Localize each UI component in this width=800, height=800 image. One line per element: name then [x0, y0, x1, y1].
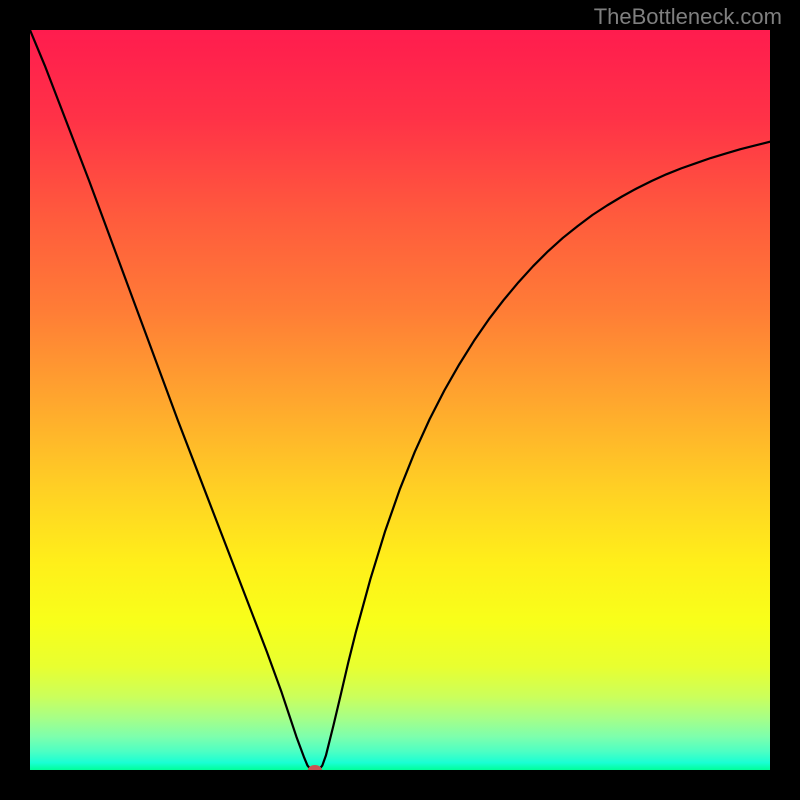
chart-container: TheBottleneck.com — [0, 0, 800, 800]
bottleneck-chart — [0, 0, 800, 800]
minimum-marker — [308, 765, 322, 775]
watermark-text: TheBottleneck.com — [594, 4, 782, 30]
plot-background — [30, 30, 770, 770]
